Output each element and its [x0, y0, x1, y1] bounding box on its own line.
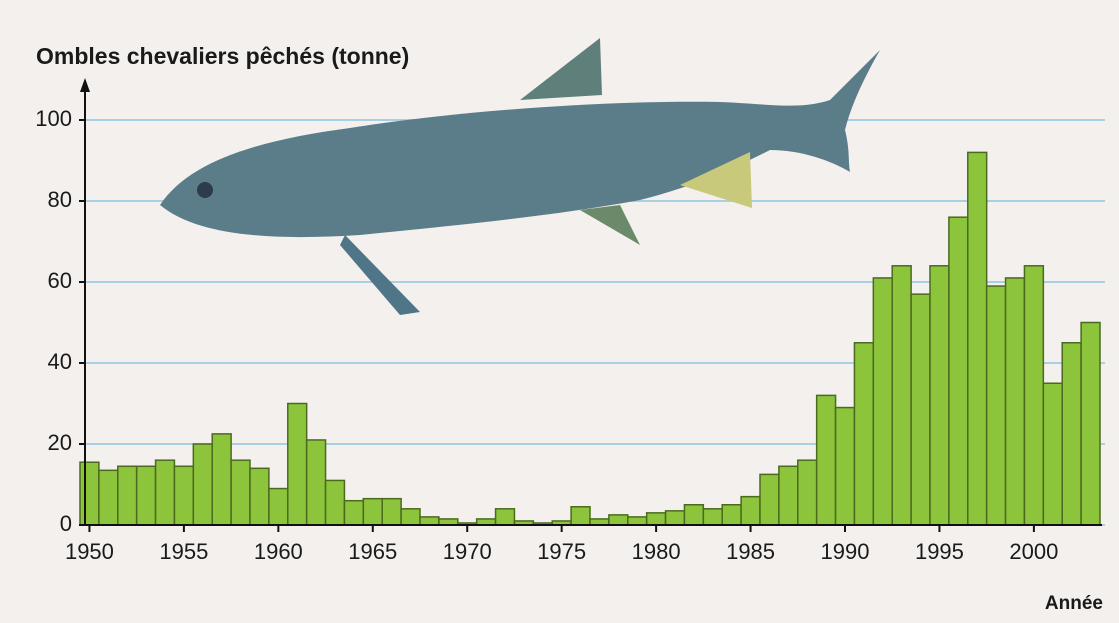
- bar: [815, 394, 837, 526]
- x-tick-label: 1955: [159, 539, 208, 564]
- y-tick-label: 20: [48, 430, 72, 455]
- bar: [173, 465, 195, 526]
- y-tick-label: 60: [48, 268, 72, 293]
- bar: [721, 504, 742, 526]
- bar: [192, 443, 213, 526]
- bar: [381, 497, 402, 526]
- bar: [985, 285, 1007, 526]
- bar: [740, 495, 761, 526]
- x-tick-label: 1990: [821, 539, 870, 564]
- x-tick-label: 1970: [443, 539, 492, 564]
- bar: [1080, 321, 1101, 526]
- x-tick-label: 1975: [537, 539, 586, 564]
- bar: [872, 277, 893, 526]
- bar: [702, 508, 723, 526]
- x-axis-label: Année: [1045, 593, 1103, 614]
- bar: [1061, 342, 1082, 526]
- fish-fin: [520, 38, 602, 100]
- bar: [305, 439, 327, 526]
- y-axis-arrow: [80, 78, 90, 92]
- fish-fin: [680, 152, 752, 208]
- bar: [853, 342, 875, 526]
- bar: [117, 465, 138, 526]
- bar: [343, 499, 365, 526]
- bar: [834, 406, 856, 526]
- bar: [608, 514, 629, 526]
- bar: [79, 461, 100, 526]
- x-tick-label: 1960: [254, 539, 303, 564]
- y-tick-label: 40: [48, 349, 72, 374]
- bar: [1042, 382, 1063, 526]
- bar: [154, 459, 176, 526]
- x-tick-label: 2000: [1009, 539, 1058, 564]
- bar: [627, 516, 648, 526]
- bar: [1004, 277, 1026, 526]
- bar: [570, 506, 591, 526]
- y-tick-label: 80: [48, 187, 72, 212]
- x-tick-label: 1965: [348, 539, 397, 564]
- bar: [362, 497, 383, 526]
- bar: [759, 473, 780, 526]
- bar: [400, 508, 421, 526]
- bar: [967, 151, 988, 526]
- x-tick-label: 1995: [915, 539, 964, 564]
- bar: [778, 465, 799, 526]
- fish-eye: [197, 182, 213, 198]
- y-tick-label: 0: [60, 511, 72, 536]
- bar: [797, 459, 818, 526]
- bar: [910, 293, 931, 526]
- bar: [891, 265, 912, 526]
- bar: [98, 469, 119, 526]
- bar: [645, 512, 667, 526]
- chart-title: Ombles chevaliers pêchés (tonne): [36, 43, 409, 69]
- bar: [683, 504, 705, 526]
- bar: [268, 487, 289, 526]
- bar: [287, 402, 308, 526]
- y-tick-label: 100: [35, 106, 72, 131]
- bar: [324, 479, 346, 526]
- fish-illustration: [160, 38, 880, 315]
- bar: [230, 459, 251, 526]
- bar: [929, 265, 950, 526]
- fish-fin: [580, 205, 640, 245]
- bar: [494, 508, 516, 526]
- fish-body: [160, 50, 880, 238]
- x-tick-label: 1980: [632, 539, 681, 564]
- fish-fin: [340, 235, 420, 315]
- bar: [249, 467, 270, 526]
- bar: [1023, 265, 1045, 526]
- x-tick-label: 1985: [726, 539, 775, 564]
- bar: [211, 433, 232, 526]
- bar: [948, 216, 969, 526]
- x-tick-label: 1950: [65, 539, 114, 564]
- bar: [664, 510, 686, 526]
- bar: [135, 465, 157, 526]
- bar: [419, 516, 440, 526]
